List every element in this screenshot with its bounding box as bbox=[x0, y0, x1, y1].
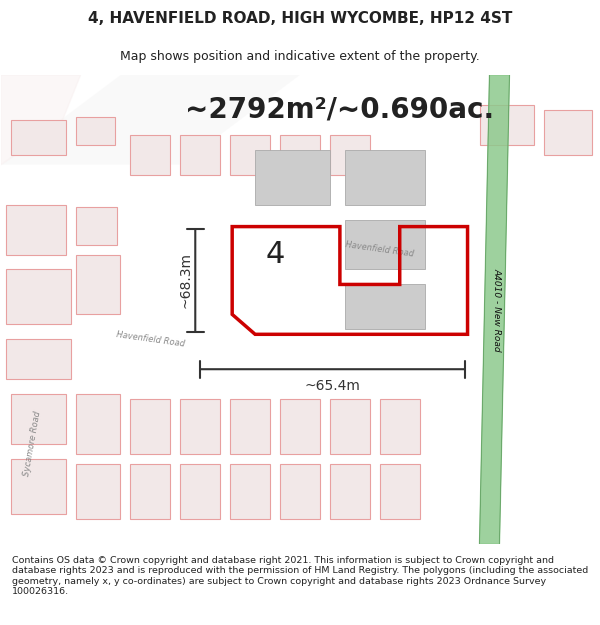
Text: 4: 4 bbox=[265, 240, 285, 269]
Bar bbox=[280, 464, 320, 519]
Text: Havenfield Road: Havenfield Road bbox=[116, 330, 185, 349]
Bar bbox=[330, 464, 370, 519]
Bar bbox=[330, 399, 370, 454]
Bar bbox=[330, 135, 370, 175]
Bar bbox=[130, 399, 170, 454]
Bar bbox=[76, 464, 121, 519]
Bar bbox=[6, 269, 71, 324]
Polygon shape bbox=[1, 75, 300, 165]
Bar bbox=[181, 399, 220, 454]
Bar bbox=[380, 399, 419, 454]
Text: Map shows position and indicative extent of the property.: Map shows position and indicative extent… bbox=[120, 50, 480, 62]
Bar bbox=[76, 207, 118, 244]
Text: 4, HAVENFIELD ROAD, HIGH WYCOMBE, HP12 4ST: 4, HAVENFIELD ROAD, HIGH WYCOMBE, HP12 4… bbox=[88, 11, 512, 26]
Bar bbox=[230, 399, 270, 454]
Bar bbox=[76, 117, 115, 145]
Bar bbox=[255, 150, 330, 204]
Text: ~2792m²/~0.690ac.: ~2792m²/~0.690ac. bbox=[185, 96, 494, 124]
Bar bbox=[345, 219, 425, 269]
Bar bbox=[11, 120, 65, 155]
Bar bbox=[181, 464, 220, 519]
Bar bbox=[380, 464, 419, 519]
Bar bbox=[130, 464, 170, 519]
Bar bbox=[76, 254, 121, 314]
Polygon shape bbox=[479, 75, 509, 544]
Bar bbox=[11, 394, 65, 444]
Polygon shape bbox=[1, 75, 80, 165]
Text: Havenfield Road: Havenfield Road bbox=[345, 240, 415, 259]
Bar bbox=[280, 399, 320, 454]
Text: ~65.4m: ~65.4m bbox=[304, 379, 361, 393]
Bar bbox=[479, 105, 535, 145]
Bar bbox=[345, 284, 425, 329]
Bar bbox=[6, 339, 71, 379]
Text: Contains OS data © Crown copyright and database right 2021. This information is : Contains OS data © Crown copyright and d… bbox=[12, 556, 588, 596]
Bar bbox=[230, 464, 270, 519]
Bar bbox=[11, 459, 65, 514]
Bar bbox=[345, 150, 425, 204]
Bar bbox=[76, 394, 121, 454]
Text: ~68.3m: ~68.3m bbox=[178, 253, 193, 309]
Bar bbox=[130, 135, 170, 175]
Text: A4010 - New Road: A4010 - New Road bbox=[493, 268, 502, 351]
Text: Sycamore Road: Sycamore Road bbox=[23, 411, 43, 478]
Bar bbox=[181, 135, 220, 175]
Bar bbox=[230, 135, 270, 175]
Bar bbox=[544, 110, 592, 155]
Bar bbox=[280, 135, 320, 175]
Bar bbox=[6, 204, 65, 254]
Polygon shape bbox=[1, 234, 599, 274]
